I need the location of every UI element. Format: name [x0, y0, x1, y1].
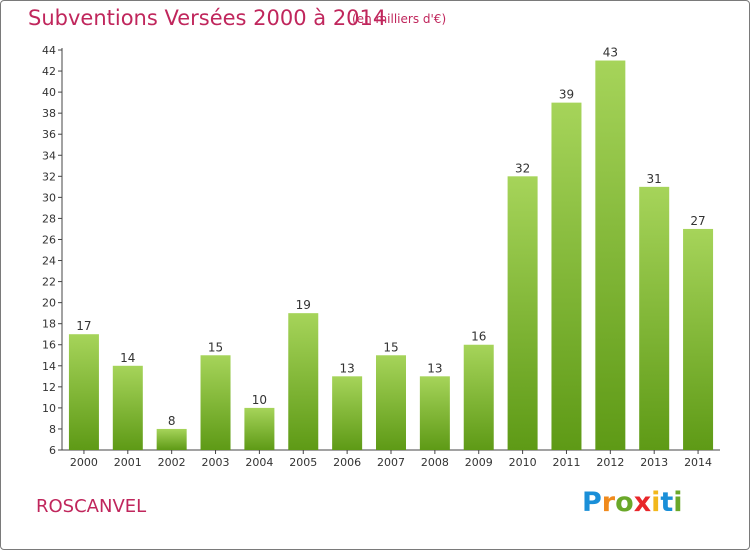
y-tick-label: 24 [42, 255, 56, 268]
y-tick-label: 26 [42, 233, 56, 246]
bar-2004 [244, 407, 275, 450]
logo-letter: o [615, 487, 634, 518]
y-tick-label: 8 [49, 423, 56, 436]
logo-letter: i [651, 487, 661, 518]
bar-2006 [332, 376, 363, 450]
bar-2010 [507, 176, 538, 450]
y-tick-label: 6 [49, 444, 56, 457]
bar-value-label: 31 [647, 172, 662, 186]
logo-letter: r [601, 487, 616, 518]
chart-bars [68, 60, 714, 451]
y-tick-label: 10 [42, 402, 56, 415]
x-tick-label: 2007 [377, 456, 405, 469]
y-tick-label: 32 [42, 170, 56, 183]
x-tick-label: 2000 [70, 456, 98, 469]
x-tick-label: 2008 [421, 456, 449, 469]
y-tick-label: 12 [42, 381, 56, 394]
logo-letter: i [673, 487, 683, 518]
proxiti-logo[interactable]: Proxiti [582, 487, 683, 518]
bar-2012 [595, 60, 626, 451]
x-tick-label: 2006 [333, 456, 361, 469]
bar-2014 [683, 228, 714, 450]
bar-value-label: 15 [208, 340, 223, 354]
bar-2002 [156, 428, 187, 450]
y-tick-label: 18 [42, 318, 56, 331]
bar-value-label: 8 [168, 414, 176, 428]
y-tick-label: 14 [42, 360, 56, 373]
x-tick-label: 2009 [465, 456, 493, 469]
x-tick-label: 2002 [158, 456, 186, 469]
bar-2001 [112, 365, 143, 450]
y-tick-label: 16 [42, 339, 56, 352]
y-tick-label: 44 [42, 44, 56, 57]
chart-subtitle: (en milliers d'€) [352, 12, 447, 26]
bar-value-label: 27 [690, 214, 705, 228]
bar-value-label: 13 [339, 361, 354, 375]
x-tick-label: 2001 [114, 456, 142, 469]
y-tick-label: 28 [42, 212, 56, 225]
x-tick-label: 2004 [245, 456, 273, 469]
bar-2011 [551, 102, 582, 450]
x-tick-label: 2013 [640, 456, 668, 469]
y-tick-label: 20 [42, 297, 56, 310]
bar-2000 [68, 334, 99, 450]
bar-value-label: 17 [76, 319, 91, 333]
x-tick-label: 2003 [202, 456, 230, 469]
logo-letter: t [660, 487, 674, 518]
y-tick-label: 22 [42, 276, 56, 289]
bar-2003 [200, 355, 231, 450]
y-tick-label: 34 [42, 149, 56, 162]
bar-2013 [639, 186, 670, 450]
x-tick-label: 2010 [509, 456, 537, 469]
y-tick-label: 30 [42, 191, 56, 204]
y-tick-label: 38 [42, 107, 56, 120]
bar-2007 [376, 355, 406, 450]
bar-value-label: 16 [471, 330, 486, 344]
bar-value-label: 32 [515, 161, 530, 175]
bar-value-label: 13 [427, 361, 442, 375]
y-tick-label: 42 [42, 65, 56, 78]
x-tick-label: 2005 [289, 456, 317, 469]
x-tick-label: 2011 [552, 456, 580, 469]
bar-value-label: 15 [383, 340, 398, 354]
bar-value-label: 19 [296, 298, 311, 312]
bar-value-label: 43 [603, 46, 618, 60]
bar-value-label: 10 [252, 393, 267, 407]
place-name: ROSCANVEL [36, 496, 147, 517]
bar-2005 [288, 313, 319, 450]
x-tick-label: 2014 [684, 456, 712, 469]
y-tick-label: 40 [42, 86, 56, 99]
bar-2008 [419, 376, 450, 450]
logo-letter: P [582, 487, 602, 518]
bar-value-label: 14 [120, 351, 135, 365]
bar-2009 [463, 344, 494, 450]
chart-title: Subventions Versées 2000 à 2014 [28, 6, 387, 30]
x-tick-label: 2012 [596, 456, 624, 469]
bar-value-label: 39 [559, 88, 574, 102]
chart-labels: 2000 17 2001 14 2002 8 2003 15 2004 10 2005 19 2006 1… [70, 46, 712, 469]
logo-letter: x [633, 487, 652, 518]
y-tick-label: 36 [42, 128, 56, 141]
